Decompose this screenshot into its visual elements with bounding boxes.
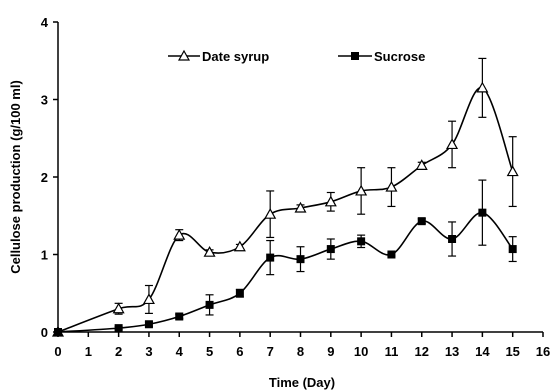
x-tick-label: 15	[505, 344, 519, 359]
x-tick-label: 12	[415, 344, 429, 359]
x-tick-label: 8	[297, 344, 304, 359]
data-point-date-syrup	[385, 180, 398, 192]
data-point-date-syrup	[112, 302, 125, 314]
legend-marker-square	[351, 52, 359, 60]
data-point-date-syrup	[203, 245, 216, 257]
series-sucrose	[54, 179, 517, 336]
series-layer	[51, 57, 519, 337]
data-point-sucrose	[235, 289, 244, 298]
x-axis-title: Time (Day)	[269, 375, 335, 390]
legend: Date syrup Sucrose	[168, 49, 425, 64]
x-tick-label: 1	[85, 344, 92, 359]
y-tick-label: 3	[41, 93, 48, 108]
y-tick-label: 2	[41, 170, 48, 185]
series-line-sucrose	[57, 211, 514, 333]
data-point-sucrose	[326, 245, 335, 254]
legend-marker-triangle	[177, 49, 191, 61]
data-point-sucrose	[417, 217, 426, 226]
data-point-sucrose	[144, 320, 153, 329]
x-tick-label: 3	[145, 344, 152, 359]
data-point-date-syrup	[233, 240, 246, 252]
data-point-date-syrup	[264, 207, 277, 219]
x-tick-label: 11	[385, 344, 399, 359]
data-point-date-syrup	[294, 201, 307, 213]
x-tick-label: 14	[475, 344, 490, 359]
data-point-date-syrup	[355, 184, 368, 196]
legend-item-date-syrup: Date syrup	[168, 49, 269, 64]
y-tick-label: 0	[41, 325, 48, 340]
data-point-sucrose	[508, 245, 517, 254]
data-point-sucrose	[387, 250, 396, 259]
data-point-date-syrup	[142, 293, 155, 305]
data-point-sucrose	[296, 255, 305, 264]
data-point-date-syrup	[476, 81, 489, 93]
data-point-sucrose	[175, 312, 184, 321]
data-point-date-syrup	[506, 165, 519, 177]
data-point-sucrose	[448, 235, 457, 243]
data-point-date-syrup	[415, 159, 428, 170]
data-point-sucrose	[357, 237, 366, 246]
data-point-date-syrup	[446, 138, 459, 150]
y-tick-label: 1	[41, 248, 48, 263]
data-point-sucrose	[114, 324, 123, 333]
x-tick-label: 10	[354, 344, 368, 359]
x-tick-label: 2	[115, 344, 122, 359]
legend-label-date-syrup: Date syrup	[202, 49, 269, 64]
x-tick-label: 9	[327, 344, 334, 359]
series-line-date-syrup	[57, 87, 514, 333]
y-tick-label: 4	[41, 15, 49, 30]
y-axis-title: Cellulose production (g/100 ml)	[8, 80, 23, 274]
series-date-syrup	[51, 57, 519, 337]
legend-item-sucrose: Sucrose	[338, 49, 425, 64]
x-tick-label: 6	[236, 344, 243, 359]
x-axis-ticks: 0 1 2 3 4 5 6 7 8 9 10 11 12 13 14 15 16	[54, 332, 550, 359]
data-point-sucrose	[205, 300, 214, 309]
x-tick-label: 5	[206, 344, 213, 359]
x-tick-label: 16	[536, 344, 550, 359]
data-point-date-syrup	[324, 195, 337, 207]
x-tick-label: 13	[445, 344, 459, 359]
data-point-sucrose	[266, 253, 275, 262]
x-tick-label: 4	[176, 344, 184, 359]
legend-label-sucrose: Sucrose	[374, 49, 425, 64]
y-axis-ticks: 0 1 2 3 4	[41, 15, 58, 340]
data-point-sucrose	[478, 208, 487, 217]
data-point-date-syrup	[173, 228, 186, 240]
x-tick-label: 7	[267, 344, 274, 359]
x-tick-label: 0	[54, 344, 61, 359]
